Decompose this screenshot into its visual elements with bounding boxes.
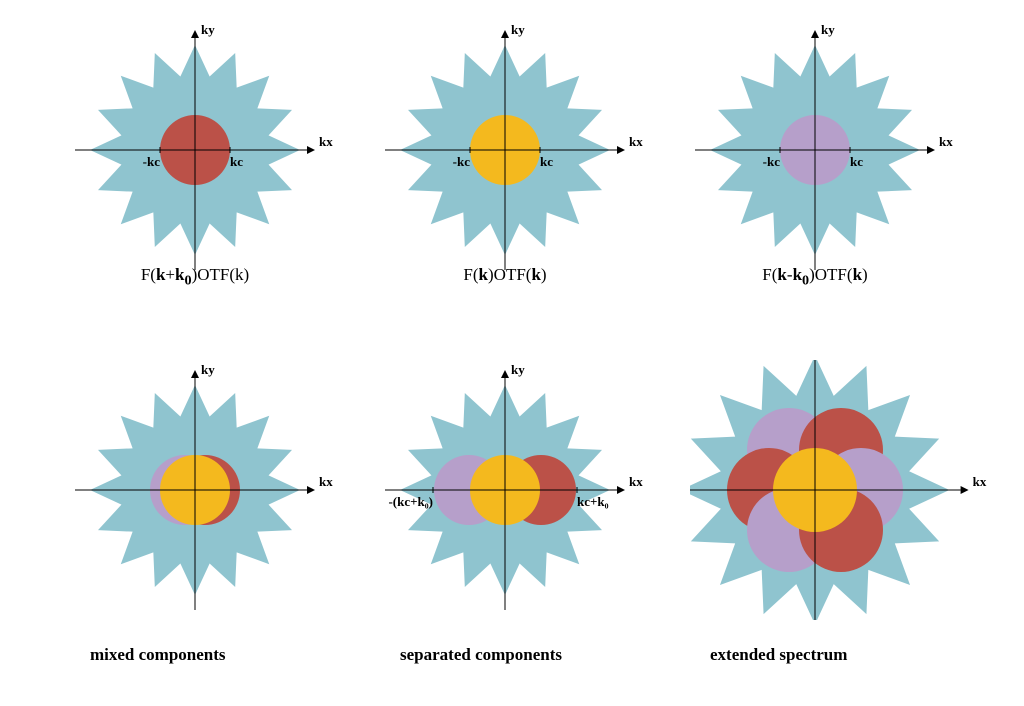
tick-right: kc+k₀ <box>577 494 609 509</box>
tick-right: kc <box>230 154 243 169</box>
caption-p3: F(k-k0)OTF(k) <box>665 265 965 289</box>
axis-label-ky: ky <box>201 22 215 37</box>
panel-p5: kx ky -(kc+k₀) kc+k₀ <box>380 360 680 620</box>
axis-label-kx: kx <box>629 474 643 489</box>
tick-right: kc <box>850 154 863 169</box>
tick-left: -kc <box>453 154 471 169</box>
caption-p4: mixed components <box>90 645 390 665</box>
tick-left: -kc <box>143 154 161 169</box>
panel-svg-p5: kx ky -(kc+k₀) kc+k₀ <box>380 360 680 620</box>
figure-page: kxky-kckcF(k+k0)OTF(k) kxky-kckcF(k)OTF(… <box>0 0 1024 706</box>
axis-label-kx: kx <box>939 134 953 149</box>
axis-label-ky: ky <box>201 362 215 377</box>
tick-left: -kc <box>763 154 781 169</box>
axis-label-kx: kx <box>319 474 333 489</box>
panel-svg-p2: kx ky -kc kc <box>380 20 680 280</box>
panel-p4: kx ky <box>70 360 370 620</box>
caption-p1: F(k+k0)OTF(k) <box>45 265 345 289</box>
panel-p6: kxky <box>690 360 990 620</box>
panel-svg-p1: kx ky -kc kc <box>70 20 370 280</box>
panel-p1: kx ky -kc kc <box>70 20 370 280</box>
tick-right: kc <box>540 154 553 169</box>
axis-label-ky: ky <box>511 362 525 377</box>
caption-p5: separated components <box>400 645 700 665</box>
caption-p6: extended spectrum <box>710 645 1010 665</box>
panel-p2: kx ky -kc kc <box>380 20 680 280</box>
panel-svg-p6: kxky <box>690 360 990 620</box>
panel-svg-p4: kx ky <box>70 360 370 620</box>
axis-label-kx: kx <box>629 134 643 149</box>
axis-label-kx: kx <box>973 474 987 489</box>
panel-p3: kx ky -kc kc <box>690 20 990 280</box>
panel-svg-p3: kx ky -kc kc <box>690 20 990 280</box>
caption-p2: F(k)OTF(k) <box>355 265 655 285</box>
axis-label-ky: ky <box>821 22 835 37</box>
axis-label-ky: ky <box>511 22 525 37</box>
tick-left: -(kc+k₀) <box>388 494 433 509</box>
axis-label-kx: kx <box>319 134 333 149</box>
